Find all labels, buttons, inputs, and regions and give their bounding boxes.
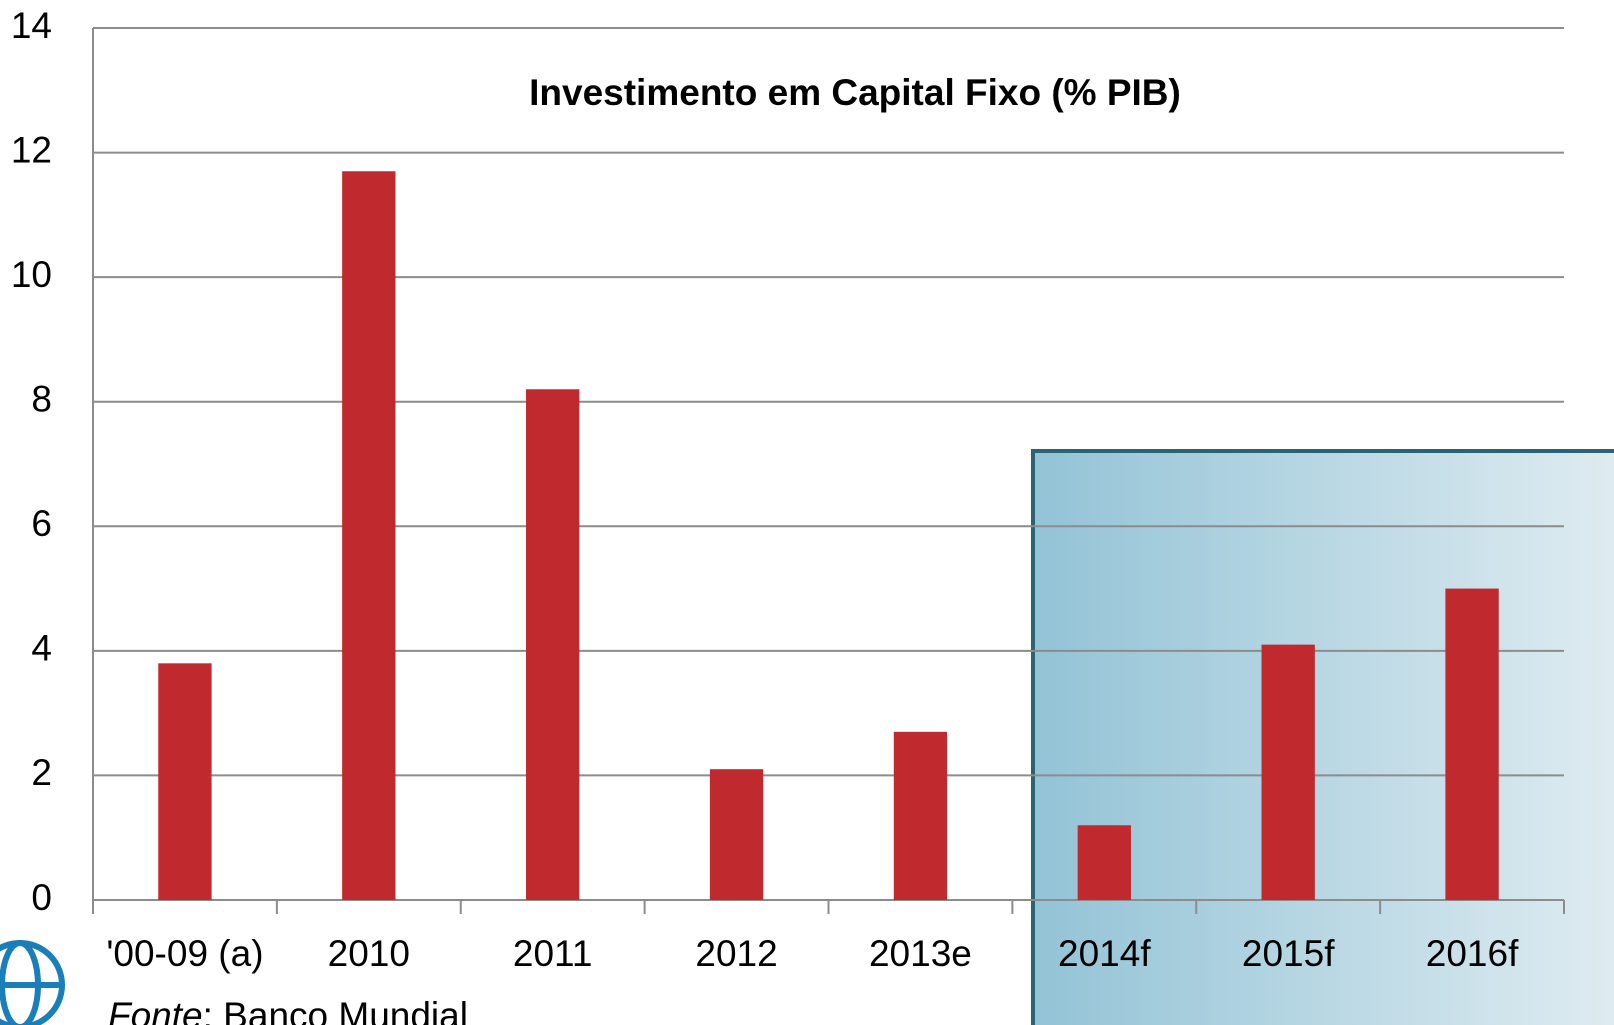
x-tick-label: 2010 — [328, 933, 410, 974]
source-text: : Banco Mundial — [203, 995, 468, 1025]
x-tick-label: '00-09 (a) — [106, 933, 263, 974]
x-tick-label: 2016f — [1426, 933, 1519, 974]
x-tick-label: 2015f — [1242, 933, 1335, 974]
y-tick-label: 8 — [31, 378, 52, 419]
logo — [0, 940, 65, 1025]
y-tick-label: 14 — [11, 5, 52, 46]
y-tick-label: 4 — [31, 628, 52, 669]
bar — [1261, 644, 1315, 900]
bar — [893, 731, 948, 900]
y-tick-label: 12 — [11, 129, 52, 170]
bar — [1445, 588, 1499, 900]
bar — [1077, 825, 1131, 900]
bar — [526, 389, 580, 900]
x-tick-label: 2011 — [513, 933, 593, 974]
forecast-highlight — [1031, 449, 1614, 1025]
source: Fonte: Banco Mundial — [108, 995, 468, 1025]
chart-title: Investimento em Capital Fixo (% PIB) — [529, 72, 1181, 113]
bar — [158, 663, 212, 900]
source-label: Fonte — [108, 995, 203, 1025]
y-tick-label: 2 — [31, 752, 52, 793]
y-tick-label: 10 — [11, 254, 52, 295]
bar — [709, 769, 764, 900]
y-tick-label: 0 — [31, 877, 52, 918]
bar — [342, 171, 396, 900]
x-tick-label: 2012 — [695, 933, 777, 974]
y-tick-label: 6 — [31, 503, 52, 544]
x-tick-label: 2014f — [1058, 933, 1151, 974]
x-tick-label: 2013e — [869, 933, 972, 974]
